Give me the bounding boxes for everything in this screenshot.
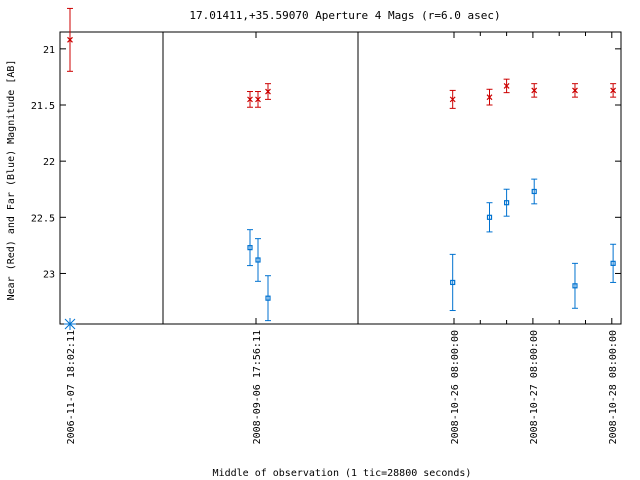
red-point bbox=[67, 36, 73, 43]
x-tick-label: 2008-10-28 08:00:00 bbox=[608, 330, 619, 444]
y-axis-label: Near (Red) and Far (Blue) Magnitude [AB] bbox=[6, 60, 17, 301]
x-tick-label: 2006-11-07 18:02:11 bbox=[66, 330, 77, 444]
blue-point bbox=[504, 200, 510, 206]
blue-point bbox=[265, 295, 271, 301]
blue-point bbox=[255, 257, 261, 263]
red-point bbox=[265, 88, 271, 95]
y-tick-label: 23 bbox=[43, 269, 55, 280]
red-point bbox=[610, 87, 617, 94]
red-point bbox=[486, 94, 493, 101]
red-point bbox=[255, 96, 261, 103]
blue-point bbox=[610, 260, 616, 266]
red-point bbox=[572, 87, 578, 94]
blue-point bbox=[572, 283, 578, 289]
x-tick-label: 2008-10-27 08:00:00 bbox=[529, 330, 540, 444]
chart-title: 17.01411,+35.59070 Aperture 4 Mags (r=6.… bbox=[189, 9, 500, 22]
blue-point bbox=[531, 188, 537, 195]
blue-point bbox=[450, 279, 456, 286]
red-point bbox=[531, 87, 538, 94]
blue-star-point bbox=[64, 318, 76, 330]
plot-frame bbox=[59, 31, 622, 325]
red-point bbox=[449, 96, 456, 103]
y-tick-label: 21 bbox=[43, 45, 55, 56]
x-tick-label: 2008-10-26 08:00:00 bbox=[450, 330, 461, 444]
blue-point bbox=[486, 214, 493, 220]
red-point bbox=[247, 96, 253, 103]
blue-point bbox=[247, 245, 253, 251]
x-axis-label: Middle of observation (1 tic=28800 secon… bbox=[213, 468, 472, 479]
y-tick-label: 21.5 bbox=[31, 101, 55, 112]
plot-area: 21 21.5 22 22.5 23 2006-11-07 18:02:11 2008-09… bbox=[31, 7, 622, 444]
y-tick-label: 22.5 bbox=[31, 213, 55, 224]
x-tick-label: 2008-09-06 17:56:11 bbox=[252, 330, 263, 444]
red-point bbox=[503, 82, 510, 89]
y-tick-label: 22 bbox=[43, 157, 55, 168]
